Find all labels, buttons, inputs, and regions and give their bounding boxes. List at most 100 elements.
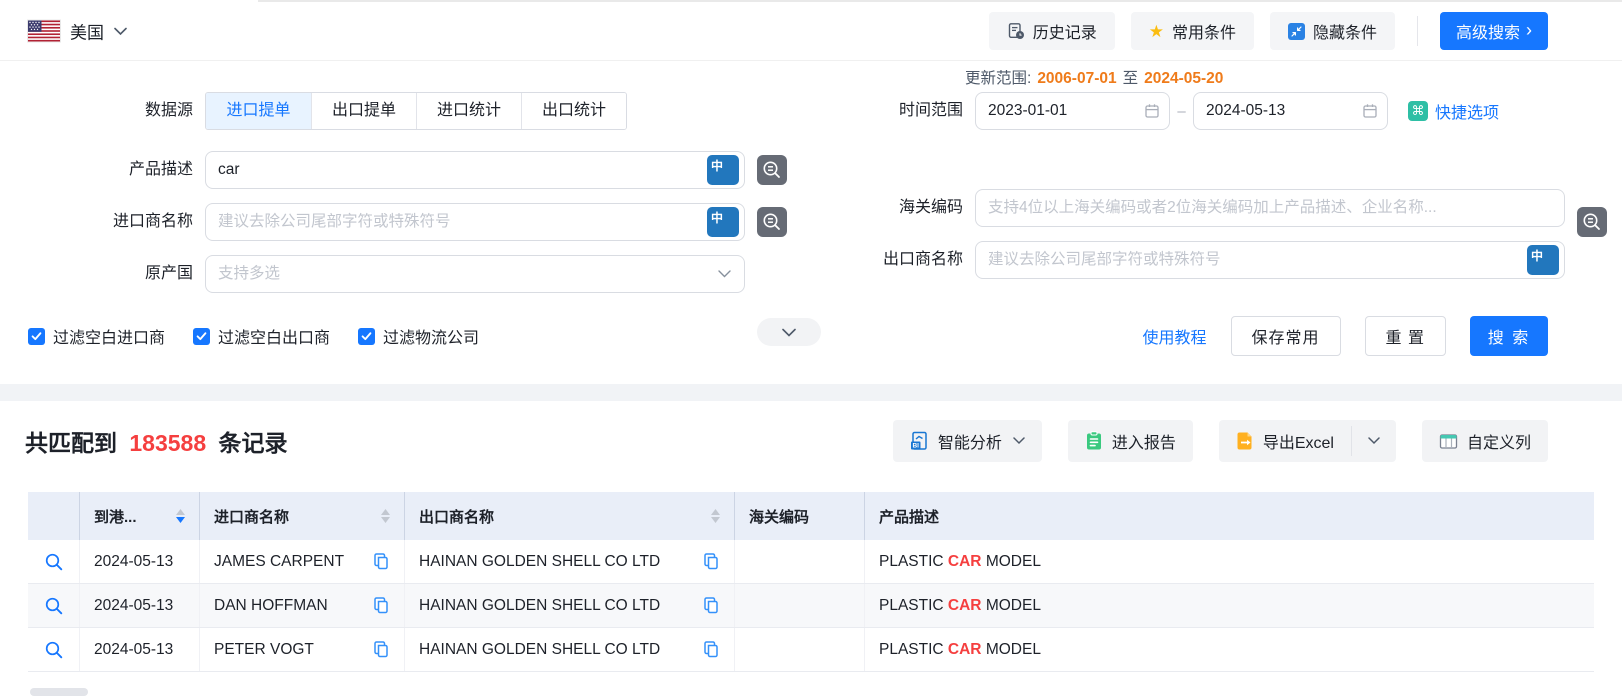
filter-label: 过滤空白进口商 <box>53 330 166 347</box>
tab-export-bill[interactable]: 出口提单 <box>311 93 416 129</box>
export-excel-label: 导出Excel <box>1262 435 1334 452</box>
importer-label: 进口商名称 <box>112 213 193 230</box>
us-flag-icon <box>28 20 60 42</box>
exact-match-icon[interactable] <box>757 155 787 185</box>
advanced-search-label: 高级搜索 <box>1455 25 1520 42</box>
row-search-icon[interactable] <box>44 596 64 616</box>
copy-icon[interactable] <box>372 596 390 615</box>
importer-field: 中A <box>205 203 745 241</box>
hs-code-field <box>975 189 1565 227</box>
date-from-field <box>975 92 1170 130</box>
hs-code-cell <box>735 540 865 583</box>
product-text: PLASTIC <box>879 552 948 570</box>
date-to-input[interactable] <box>1193 92 1388 130</box>
calendar-icon[interactable] <box>1362 103 1378 119</box>
top-edge-line <box>258 0 1622 2</box>
date-from-input[interactable] <box>975 92 1170 130</box>
chevron-down-icon <box>1013 437 1025 445</box>
header-hs-code[interactable]: 海关编码 <box>735 492 865 540</box>
history-button[interactable]: 历史记录 <box>988 12 1115 50</box>
header-exporter[interactable]: 出口商名称 <box>405 492 735 540</box>
country-selector[interactable]: 美国 <box>28 19 127 44</box>
table-row: 2024-05-13 PETER VOGT HAINAN GOLDEN SHEL… <box>28 628 1594 672</box>
importer-input[interactable] <box>205 203 745 241</box>
smart-analysis-button[interactable]: BI 智能分析 <box>892 420 1042 462</box>
row-product-hscode: 产品描述 中A 海关编码 <box>0 151 1622 227</box>
row-importer-exporter: 进口商名称 中A 出口商名称 中A <box>0 203 1622 279</box>
copy-icon[interactable] <box>372 640 390 659</box>
tab-export-stats[interactable]: 出口统计 <box>521 93 626 129</box>
bi-chart-icon: BI <box>910 431 929 451</box>
filter-blank-exporter[interactable]: 过滤空白出口商 <box>193 324 330 348</box>
exporter-name[interactable]: HAINAN GOLDEN SHELL CO LTD <box>419 596 661 614</box>
filter-blank-importer[interactable]: 过滤空白进口商 <box>28 324 165 348</box>
export-group-divider <box>1350 426 1352 456</box>
copy-icon[interactable] <box>372 552 390 571</box>
expand-more-button[interactable] <box>757 318 821 346</box>
tab-import-stats[interactable]: 进口统计 <box>416 93 521 129</box>
exact-match-icon[interactable] <box>757 207 787 237</box>
exporter-name[interactable]: HAINAN GOLDEN SHELL CO LTD <box>419 640 661 658</box>
product-text: MODEL <box>981 640 1041 658</box>
product-desc-input[interactable] <box>205 151 745 189</box>
row-search-icon[interactable] <box>44 640 64 660</box>
topbar: 美国 历史记录 ★ 常用条件 隐藏条件 <box>0 2 1622 61</box>
product-text: PLASTIC <box>879 596 948 614</box>
filter-logistics-company[interactable]: 过滤物流公司 <box>358 324 479 348</box>
sort-icons[interactable] <box>166 509 185 523</box>
product-text: MODEL <box>981 552 1041 570</box>
history-button-label: 历史记录 <box>1032 25 1097 42</box>
report-icon <box>1085 431 1103 451</box>
favorites-button[interactable]: ★ 常用条件 <box>1130 12 1254 50</box>
importer-name[interactable]: DAN HOFFMAN <box>214 596 328 614</box>
copy-icon[interactable] <box>702 552 720 571</box>
search-button[interactable]: 搜 索 <box>1470 316 1548 356</box>
horizontal-scrollbar[interactable] <box>30 688 88 696</box>
export-excel-button[interactable]: 导出Excel <box>1219 420 1351 462</box>
export-options-button[interactable] <box>1352 420 1396 462</box>
header-importer[interactable]: 进口商名称 <box>200 492 405 540</box>
header-arrival-date[interactable]: 到港... <box>80 492 200 540</box>
hide-conditions-button[interactable]: 隐藏条件 <box>1269 12 1395 50</box>
date-to-field <box>1193 92 1388 130</box>
calendar-icon[interactable] <box>1144 103 1160 119</box>
enter-report-button[interactable]: 进入报告 <box>1067 420 1193 462</box>
save-favorite-button[interactable]: 保存常用 <box>1230 316 1341 356</box>
count-number: 183588 <box>129 430 207 456</box>
exporter-cell: HAINAN GOLDEN SHELL CO LTD <box>405 584 735 627</box>
copy-icon[interactable] <box>702 596 720 615</box>
command-icon: ⌘ <box>1408 101 1428 121</box>
columns-grid-icon <box>1439 433 1458 450</box>
reset-button[interactable]: 重 置 <box>1364 316 1446 356</box>
sort-icons[interactable] <box>371 509 390 523</box>
time-range-label: 时间范围 <box>898 102 963 119</box>
header-label: 产品描述 <box>879 508 940 526</box>
importer-name[interactable]: PETER VOGT <box>214 640 314 658</box>
header-product-desc[interactable]: 产品描述 <box>865 492 1594 540</box>
exporter-name[interactable]: HAINAN GOLDEN SHELL CO LTD <box>419 552 661 570</box>
copy-icon[interactable] <box>702 640 720 659</box>
importer-name[interactable]: JAMES CARPENT <box>214 552 345 570</box>
exporter-input[interactable] <box>975 241 1565 279</box>
history-icon <box>1007 22 1025 40</box>
count-prefix: 共匹配到 <box>25 430 117 456</box>
origin-select[interactable]: 支持多选 <box>205 255 745 293</box>
quick-options-link[interactable]: ⌘ 快捷选项 <box>1408 99 1499 123</box>
row-search-icon[interactable] <box>44 552 64 572</box>
tab-import-bill[interactable]: 进口提单 <box>206 93 311 129</box>
custom-columns-button[interactable]: 自定义列 <box>1421 420 1548 462</box>
exporter-cell: HAINAN GOLDEN SHELL CO LTD <box>405 628 735 671</box>
header-label: 出口商名称 <box>419 508 495 526</box>
advanced-search-button[interactable]: 高级搜索 › <box>1439 12 1548 50</box>
sort-icons[interactable] <box>701 509 720 523</box>
row-datasource-timerange: 数据源 进口提单 出口提单 进口统计 出口统计 时间范围 – ⌘ <box>0 92 1622 132</box>
product-highlight: CAR <box>947 552 982 570</box>
tutorial-link[interactable]: 使用教程 <box>1142 330 1207 347</box>
hs-code-input[interactable] <box>975 189 1565 227</box>
filter-label: 过滤物流公司 <box>383 330 480 347</box>
exact-match-icon[interactable] <box>1577 207 1607 237</box>
table-row: 2024-05-13 DAN HOFFMAN HAINAN GOLDEN SHE… <box>28 584 1594 628</box>
